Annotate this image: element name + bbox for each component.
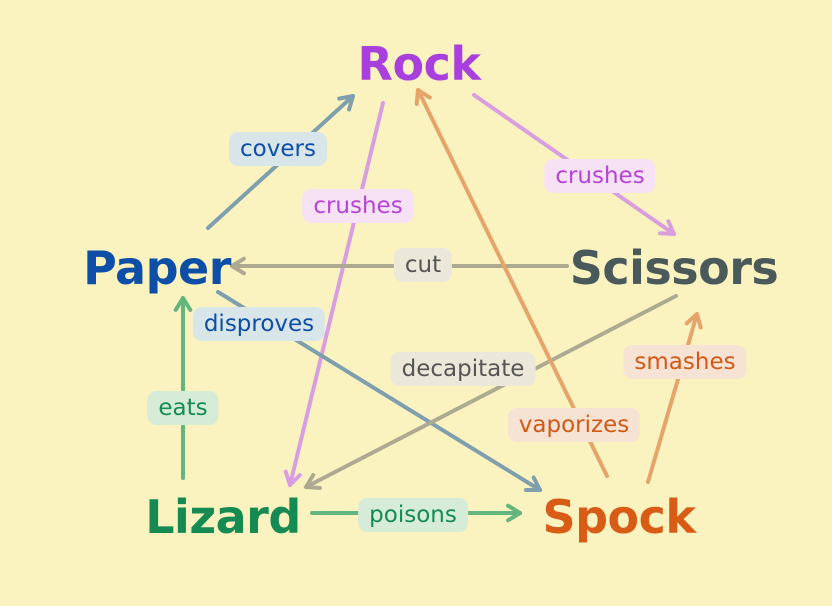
arrowhead-icon xyxy=(506,503,522,523)
edge-label-cut: cut xyxy=(393,248,453,282)
edge-line xyxy=(304,294,678,489)
node-lizard: Lizard xyxy=(145,490,301,544)
edge-label-crushes: crushes xyxy=(544,159,656,193)
arrowhead-icon xyxy=(173,296,193,312)
edge-line xyxy=(646,312,699,484)
edge-label-crushes: crushes xyxy=(302,189,414,223)
arrowhead-icon xyxy=(283,469,302,487)
arrowhead-icon xyxy=(337,94,355,112)
arrowhead-icon xyxy=(524,475,542,492)
arrowhead-icon xyxy=(658,219,676,236)
edge-label-covers: covers xyxy=(229,132,327,166)
arrowhead-icon xyxy=(304,473,322,491)
edge-label-vaporizes: vaporizes xyxy=(507,408,641,442)
edge-label-poisons: poisons xyxy=(358,498,468,532)
arrowhead-icon xyxy=(414,88,432,106)
edge-scissors-lizard xyxy=(304,294,678,491)
node-scissors: Scissors xyxy=(569,241,779,295)
node-rock: Rock xyxy=(357,37,481,91)
arrowhead-icon xyxy=(230,256,246,276)
edge-label-smashes: smashes xyxy=(623,345,747,379)
edge-label-decapitate: decapitate xyxy=(390,352,536,386)
arrowhead-icon xyxy=(684,312,703,330)
edge-rock-lizard xyxy=(283,101,385,487)
edge-line xyxy=(288,101,385,487)
edge-lizard-paper xyxy=(173,296,193,480)
edge-label-eats: eats xyxy=(147,391,219,425)
edge-spock-scissors xyxy=(646,312,703,484)
node-spock: Spock xyxy=(542,490,696,544)
edge-label-disproves: disproves xyxy=(192,307,326,341)
node-paper: Paper xyxy=(83,241,231,295)
